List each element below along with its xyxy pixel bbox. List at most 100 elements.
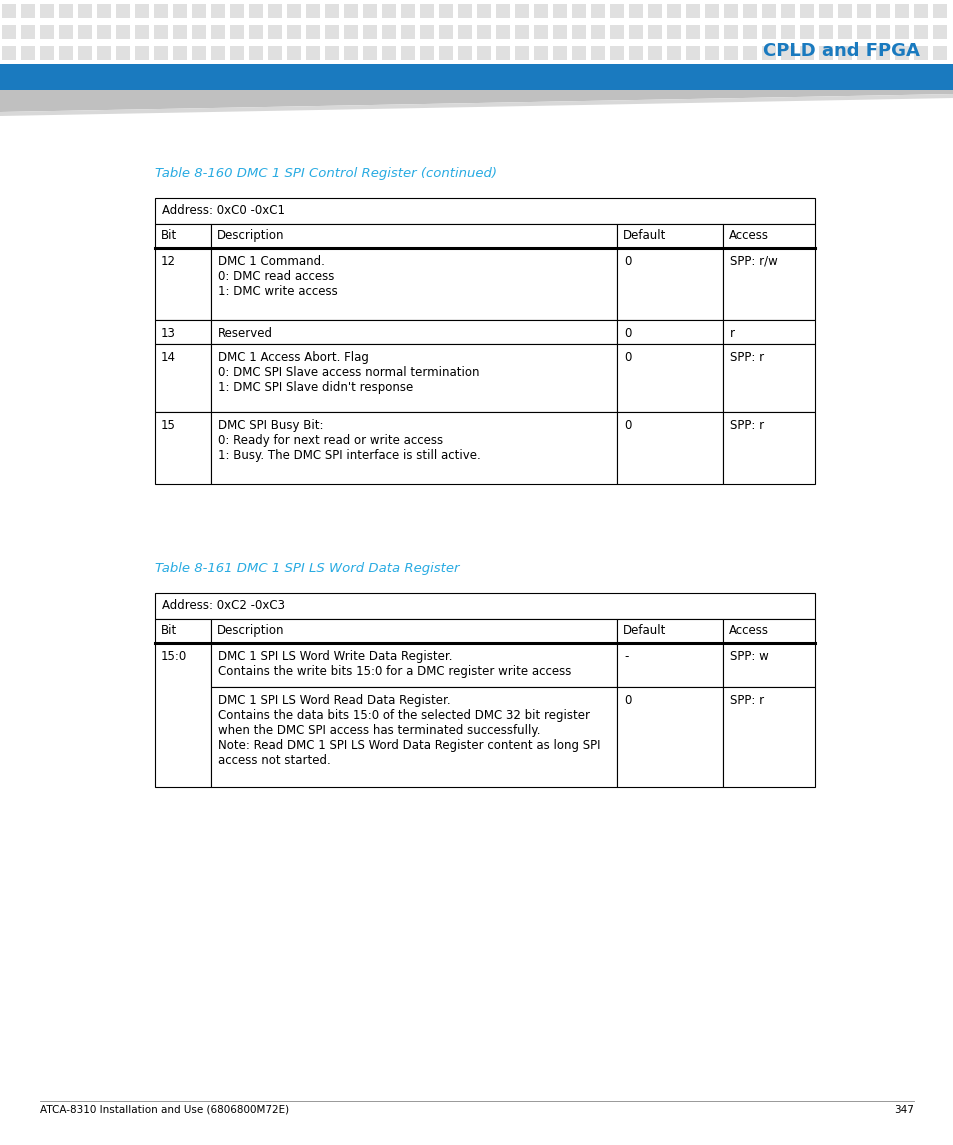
- Bar: [894, 68, 908, 81]
- Bar: [154, 248, 211, 319]
- Bar: [438, 25, 453, 39]
- Bar: [609, 25, 623, 39]
- Bar: [249, 68, 263, 81]
- Bar: [211, 25, 225, 39]
- Bar: [78, 25, 91, 39]
- Bar: [617, 687, 721, 787]
- Bar: [666, 46, 680, 60]
- Bar: [856, 68, 870, 81]
- Bar: [894, 46, 908, 60]
- Bar: [211, 619, 617, 643]
- Bar: [211, 687, 617, 787]
- Bar: [153, 46, 168, 60]
- Bar: [628, 46, 642, 60]
- Bar: [553, 46, 566, 60]
- Bar: [116, 68, 130, 81]
- Bar: [172, 46, 187, 60]
- Bar: [647, 3, 661, 18]
- Bar: [932, 68, 946, 81]
- Bar: [363, 46, 376, 60]
- Bar: [211, 224, 617, 248]
- Bar: [211, 344, 617, 412]
- Bar: [0, 64, 953, 90]
- Bar: [154, 412, 211, 484]
- Text: Default: Default: [622, 229, 666, 242]
- Bar: [647, 25, 661, 39]
- Bar: [135, 46, 149, 60]
- Bar: [116, 46, 130, 60]
- Bar: [249, 25, 263, 39]
- Bar: [211, 46, 225, 60]
- Bar: [154, 593, 814, 619]
- Bar: [400, 25, 415, 39]
- Text: DMC 1 SPI LS Word Read Data Register.: DMC 1 SPI LS Word Read Data Register.: [218, 694, 450, 706]
- Text: SPP: r: SPP: r: [729, 694, 763, 706]
- Text: 347: 347: [893, 1105, 913, 1115]
- Text: Contains the write bits 15:0 for a DMC register write access: Contains the write bits 15:0 for a DMC r…: [218, 665, 571, 678]
- Bar: [153, 68, 168, 81]
- Bar: [685, 68, 700, 81]
- Text: 0: DMC SPI Slave access normal termination: 0: DMC SPI Slave access normal terminati…: [218, 366, 479, 379]
- Bar: [249, 46, 263, 60]
- Bar: [894, 3, 908, 18]
- Bar: [617, 619, 721, 643]
- Text: DMC 1 SPI LS Word Write Data Register.: DMC 1 SPI LS Word Write Data Register.: [218, 650, 452, 663]
- Bar: [40, 25, 54, 39]
- Text: Contains the data bits 15:0 of the selected DMC 32 bit register: Contains the data bits 15:0 of the selec…: [218, 709, 590, 722]
- Bar: [59, 25, 73, 39]
- Bar: [154, 319, 211, 344]
- Bar: [287, 46, 301, 60]
- Bar: [306, 68, 319, 81]
- Bar: [496, 3, 510, 18]
- Bar: [230, 25, 244, 39]
- Bar: [381, 68, 395, 81]
- Bar: [438, 3, 453, 18]
- Bar: [211, 643, 617, 687]
- Bar: [721, 319, 814, 344]
- Bar: [666, 68, 680, 81]
- Bar: [761, 3, 775, 18]
- Bar: [837, 3, 851, 18]
- Bar: [21, 25, 35, 39]
- Bar: [172, 68, 187, 81]
- Bar: [135, 68, 149, 81]
- Bar: [2, 25, 16, 39]
- Text: Table 8-160 DMC 1 SPI Control Register (continued): Table 8-160 DMC 1 SPI Control Register (…: [154, 167, 497, 180]
- Text: CPLD and FPGA: CPLD and FPGA: [762, 42, 919, 60]
- Bar: [154, 198, 814, 224]
- Bar: [818, 3, 832, 18]
- Bar: [97, 46, 111, 60]
- Bar: [617, 412, 721, 484]
- Bar: [325, 68, 338, 81]
- Bar: [761, 68, 775, 81]
- Bar: [192, 25, 206, 39]
- Text: Access: Access: [728, 229, 768, 242]
- Bar: [419, 25, 434, 39]
- Text: DMC 1 Command.: DMC 1 Command.: [218, 255, 325, 268]
- Bar: [875, 46, 889, 60]
- Bar: [268, 3, 282, 18]
- Bar: [192, 68, 206, 81]
- Bar: [2, 46, 16, 60]
- Bar: [723, 46, 738, 60]
- Text: when the DMC SPI access has terminated successfully.: when the DMC SPI access has terminated s…: [218, 724, 540, 737]
- Bar: [818, 68, 832, 81]
- Text: Bit: Bit: [161, 229, 177, 242]
- Bar: [59, 46, 73, 60]
- Bar: [363, 25, 376, 39]
- Bar: [647, 46, 661, 60]
- Text: Description: Description: [217, 624, 284, 637]
- Bar: [135, 3, 149, 18]
- Bar: [419, 68, 434, 81]
- Bar: [154, 643, 211, 787]
- Text: 15: 15: [161, 419, 175, 432]
- Bar: [211, 248, 617, 319]
- Bar: [21, 68, 35, 81]
- Bar: [211, 3, 225, 18]
- Bar: [721, 412, 814, 484]
- Bar: [40, 46, 54, 60]
- Bar: [721, 619, 814, 643]
- Bar: [97, 3, 111, 18]
- Bar: [761, 46, 775, 60]
- Bar: [856, 25, 870, 39]
